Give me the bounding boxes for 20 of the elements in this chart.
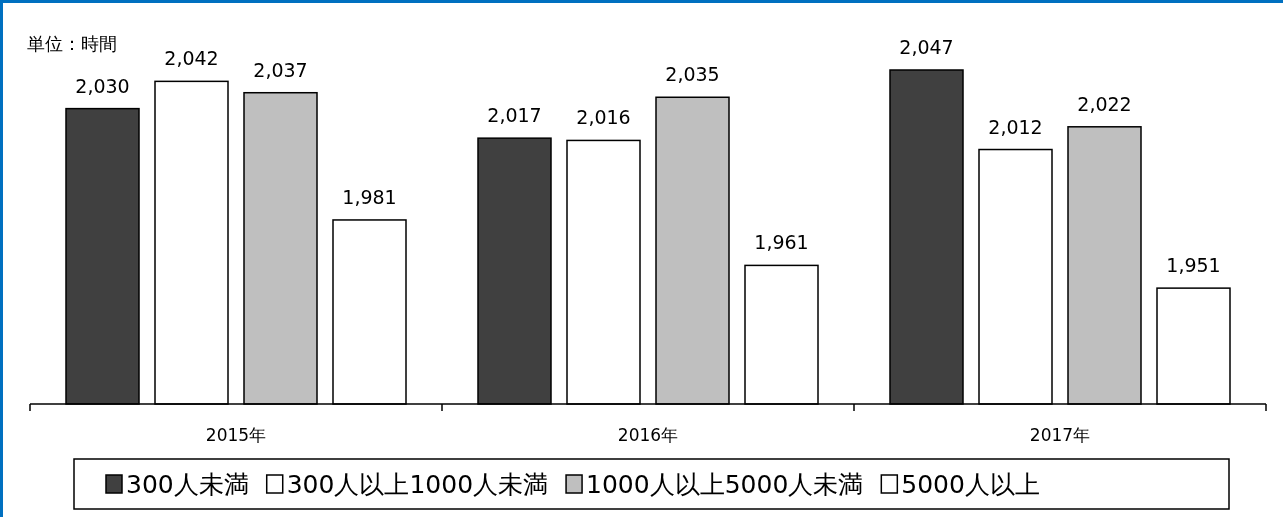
data-label: 2,016 [576, 106, 631, 129]
data-label: 2,042 [164, 47, 219, 70]
data-label: 1,961 [754, 231, 809, 254]
legend-label: 300人未満 [126, 470, 249, 499]
x-tick-label: 2017年 [1029, 425, 1091, 445]
data-label: 2,017 [487, 104, 542, 127]
data-label: 2,047 [899, 36, 954, 58]
x-tick-label: 2016年 [617, 425, 679, 445]
x-tick-label: 2015年 [205, 425, 267, 445]
data-label: 2,035 [665, 63, 720, 86]
legend-label: 5000人以上 [901, 470, 1040, 499]
data-label: 2,022 [1077, 92, 1132, 115]
data-label: 2,037 [253, 58, 308, 81]
data-label: 1,951 [1166, 254, 1221, 277]
legend-label: 1000人以上5000人未満 [586, 470, 864, 499]
text: 単位：時間 [27, 33, 117, 54]
data-label: 2,012 [988, 115, 1043, 138]
data-label: 1,981 [342, 185, 397, 208]
data-label: 2,030 [75, 74, 130, 97]
legend-label: 300人以上1000人未満 [286, 470, 549, 499]
